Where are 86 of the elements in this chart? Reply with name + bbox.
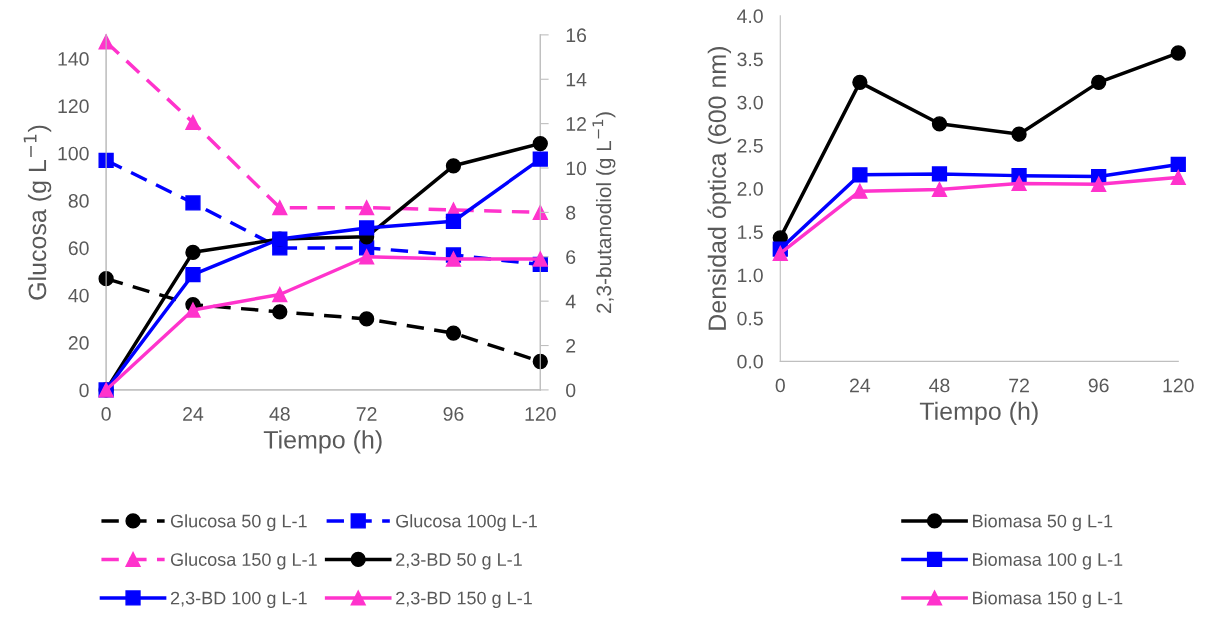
y-tick-label: 4.0 [737,9,763,24]
y2-tick-label: 8 [566,205,576,220]
legend-label: Biomasa 50 g L-1 [973,514,1113,532]
point [185,266,201,283]
point [358,220,375,236]
y-tick-label: 40 [68,288,89,303]
point [185,244,201,260]
point [358,311,375,327]
x-axis-title: Tiempo (h) [263,430,382,454]
y-tick-label: 120 [58,99,89,114]
y-tick-label: 0.5 [737,311,763,326]
point [1091,74,1107,91]
y-tick-label: 20 [68,336,89,350]
y-tick-label: 3.0 [737,95,763,110]
point [185,114,201,131]
x-tick-label: 72 [356,407,377,421]
point [358,200,375,216]
point [931,116,948,132]
point [532,204,548,221]
y2-tick-label: 12 [566,117,586,131]
legend-label: Glucosa 100g L-1 [396,514,537,532]
point [852,183,868,199]
x-tick-label: 0 [775,378,785,393]
y-tick-label: 3.5 [737,52,763,67]
y2-tick-label: 10 [566,161,587,176]
point [272,286,288,303]
x-axis-title: Tiempo (h) [919,401,1038,426]
legend-label: Biomasa 150 g L-1 [973,591,1123,608]
x-tick-label: 72 [1009,378,1029,393]
legend-label: Glucosa 50 g L-1 [170,514,307,532]
y-axis-title: Densidad óptica (600 nm) [707,47,732,330]
y-tick-label: 1.5 [738,225,763,240]
point [1170,156,1186,173]
point [931,166,948,182]
y-tick-label: 2.5 [737,138,763,153]
x-tick-label: 120 [525,407,556,421]
y2-tick-label: 16 [566,28,587,43]
point [772,245,788,262]
y-tick-label: 0.0 [737,354,763,369]
point [185,302,201,318]
point [1011,126,1027,142]
point [272,304,288,320]
y-tick-label: 1.0 [738,268,763,283]
legend-label: 2,3-BD 100 g L-1 [170,591,307,608]
point [852,74,868,91]
point [1011,175,1027,192]
x-tick-label: 24 [850,378,871,393]
point [445,325,462,341]
point [445,158,462,174]
legend-label: Biomasa 100 g L-1 [973,552,1123,570]
x-tick-label: 0 [101,407,111,421]
point [445,213,462,229]
y-axis-title: Glucosa (g L$^{−1}$) [23,125,52,300]
y2-tick-label: 14 [566,72,587,87]
x-tick-label: 48 [929,378,950,393]
y-tick-label: 60 [68,241,89,256]
y-tick-label: 100 [58,146,89,161]
y-tick-label: 140 [58,52,89,66]
y-tick-label: 80 [68,194,89,208]
point [272,200,288,216]
point [1091,176,1107,192]
y2-tick-label: 4 [565,294,576,309]
point [1170,169,1186,186]
x-tick-label: 96 [1088,378,1109,393]
point [445,251,462,267]
y2-axis-title: 2,3-butanodiol (g L$^{−1}$) [592,112,616,313]
point [931,181,948,198]
legend-label: 2,3-BD 150 g L-1 [396,591,532,608]
y-tick-label: 2.0 [737,182,763,196]
x-tick-label: 48 [269,407,290,421]
point [358,249,375,265]
point [532,251,548,267]
x-tick-label: 96 [443,407,464,421]
legend-label: Glucosa 150 g L-1 [170,552,317,570]
point [1170,45,1186,61]
y2-tick-label: 2 [566,339,576,353]
point [852,167,868,183]
x-tick-label: 24 [183,407,204,421]
point [532,135,548,152]
point [185,195,201,211]
point [98,152,114,168]
x-tick-label: 120 [1163,378,1194,393]
point [532,353,548,370]
point [532,151,548,167]
legend-label: 2,3-BD 50 g L-1 [396,553,522,570]
y2-tick-label: 6 [566,250,576,265]
